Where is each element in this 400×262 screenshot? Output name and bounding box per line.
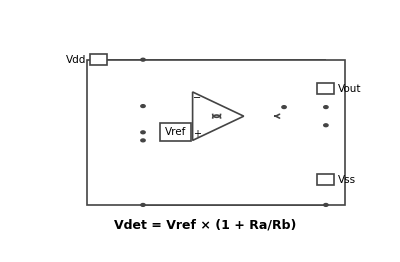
Circle shape (324, 106, 328, 108)
Text: +: + (193, 129, 201, 139)
Text: −: − (193, 93, 201, 103)
Circle shape (141, 58, 145, 61)
Circle shape (324, 204, 328, 206)
Bar (160, 123, 191, 141)
Circle shape (141, 139, 145, 142)
Text: Vdet = Vref × (1 + Ra/Rb): Vdet = Vref × (1 + Ra/Rb) (114, 219, 296, 232)
Bar (90, 54, 106, 65)
Circle shape (141, 131, 145, 134)
Circle shape (324, 124, 328, 127)
Text: Vdd: Vdd (66, 55, 86, 65)
Bar (317, 83, 334, 95)
Text: Vout: Vout (338, 84, 361, 94)
Circle shape (282, 106, 286, 108)
Bar (317, 174, 334, 185)
Circle shape (141, 105, 145, 107)
Bar (87, 60, 344, 205)
Text: Vss: Vss (338, 175, 356, 185)
Text: Vref: Vref (165, 127, 186, 137)
Polygon shape (193, 92, 244, 140)
Circle shape (141, 204, 145, 206)
